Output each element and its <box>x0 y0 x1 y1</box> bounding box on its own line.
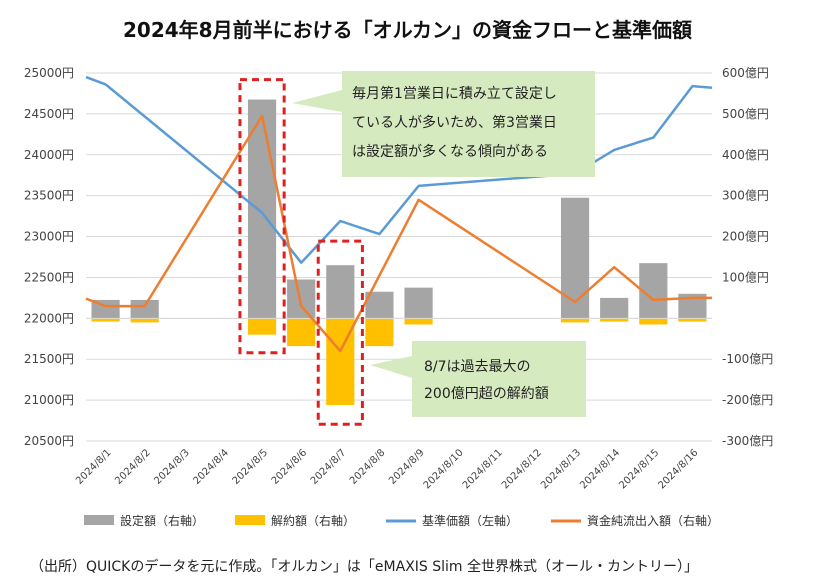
callout-text: 8/7は過去最大の <box>424 359 531 375</box>
bar-redemption <box>365 318 394 347</box>
x-tick-label: 2024/8/5 <box>231 447 271 487</box>
bar-subscription <box>600 297 629 319</box>
net-flow-line <box>85 114 712 353</box>
x-tick-label: 2024/8/11 <box>461 447 505 491</box>
left-tick-label: 20500円 <box>24 434 74 448</box>
legend: 設定額（右軸） 解約額（右軸） 基準価額（左軸） 資金純流出入額（右軸） <box>84 513 719 528</box>
bar-redemption <box>287 318 316 347</box>
left-tick-label: 23500円 <box>24 189 74 203</box>
right-tick-label: 200億円 <box>722 230 769 244</box>
right-tick-label: -100億円 <box>722 352 773 366</box>
right-tick-label: -200億円 <box>722 393 773 407</box>
bar-redemption <box>404 318 433 325</box>
x-tick-label: 2024/8/14 <box>578 447 622 491</box>
left-tick-label: 24500円 <box>24 107 74 121</box>
legend-label: 設定額（右軸） <box>120 513 204 528</box>
legend-label: 解約額（右軸） <box>271 513 355 528</box>
legend-label: 基準価額（左軸） <box>422 513 518 528</box>
x-tick-label: 2024/8/12 <box>500 447 544 491</box>
callout-text: は設定額が多くなる傾向がある <box>352 143 548 160</box>
highlight-box <box>238 78 286 355</box>
bar-redemption <box>678 318 707 322</box>
left-axis-ticks: 20500円 21000円 21500円 22000円 22500円 23000円 2350… <box>24 66 74 448</box>
legend-swatch <box>84 515 114 525</box>
legend-label: 資金純流出入額（右軸） <box>587 513 719 528</box>
x-tick-label: 2024/8/15 <box>617 447 661 491</box>
callout-box <box>342 71 595 177</box>
x-axis-ticks: 2024/8/1 2024/8/2 2024/8/3 2024/8/4 2024/8/5… <box>74 447 700 491</box>
right-axis-ticks: -300億円 -200億円 -100億円 100億円 200億円 300億円 400億円 50… <box>722 66 773 448</box>
bar-subscription <box>287 279 316 319</box>
series-lines <box>85 75 713 353</box>
callout-pointer <box>370 356 412 378</box>
source-note: （出所）QUICKのデータを元に作成。「オルカン」は「eMAXIS Slim 全… <box>30 559 699 575</box>
x-tick-label: 2024/8/7 <box>309 447 349 487</box>
bar-redemption <box>639 318 668 325</box>
x-tick-label: 2024/8/2 <box>113 447 153 487</box>
highlight-box <box>316 239 364 426</box>
bar-subscription <box>247 99 277 319</box>
callout-text: 200億円超の解約額 <box>424 386 549 402</box>
bar-redemption <box>91 318 120 322</box>
bar-subscription <box>560 197 590 319</box>
x-tick-label: 2024/8/9 <box>387 447 427 487</box>
x-tick-label: 2024/8/6 <box>270 447 310 487</box>
left-tick-label: 21000円 <box>24 393 74 407</box>
x-tick-label: 2024/8/3 <box>152 447 192 487</box>
left-tick-label: 22500円 <box>24 270 74 284</box>
bar-subscription <box>326 265 355 319</box>
left-tick-label: 24000円 <box>24 148 74 162</box>
right-tick-label: -300億円 <box>722 434 773 448</box>
x-tick-label: 2024/8/4 <box>192 447 232 487</box>
bar-redemption <box>247 318 277 335</box>
legend-swatch <box>235 515 265 525</box>
x-tick-label: 2024/8/10 <box>422 447 466 491</box>
right-tick-label: 600億円 <box>722 66 769 80</box>
right-tick-label: 500億円 <box>722 107 769 121</box>
x-tick-label: 2024/8/16 <box>657 447 701 491</box>
bar-redemption <box>130 318 159 323</box>
callouts: 毎月第1営業日に積み立て設定している人が多いため、第3営業日は設定額が多くなる傾… <box>292 71 595 417</box>
callout-text: ている人が多いため、第3営業日 <box>352 114 557 131</box>
left-tick-label: 25000円 <box>24 66 74 80</box>
bar-subscription <box>404 287 433 319</box>
nav-line <box>85 75 713 264</box>
callout-text: 毎月第1営業日に積み立て設定し <box>352 85 557 102</box>
callout-box <box>412 341 586 417</box>
left-tick-label: 21500円 <box>24 352 74 366</box>
left-tick-label: 22000円 <box>24 311 74 325</box>
callout-pointer <box>292 90 342 112</box>
bar-redemption <box>600 318 629 322</box>
right-tick-label: 100億円 <box>722 270 769 284</box>
bars <box>91 99 707 406</box>
bar-redemption <box>560 318 590 323</box>
x-tick-label: 2024/8/8 <box>348 447 388 487</box>
bar-subscription <box>130 299 159 319</box>
x-tick-label: 2024/8/13 <box>539 447 583 491</box>
right-tick-label: 400億円 <box>722 148 769 162</box>
right-tick-label: 300億円 <box>722 189 769 203</box>
highlight-boxes <box>238 78 364 426</box>
x-tick-label: 2024/8/1 <box>74 447 114 487</box>
chart-title: 2024年8月前半における「オルカン」の資金フローと基準価額 <box>123 18 692 42</box>
left-tick-label: 23000円 <box>24 230 74 244</box>
